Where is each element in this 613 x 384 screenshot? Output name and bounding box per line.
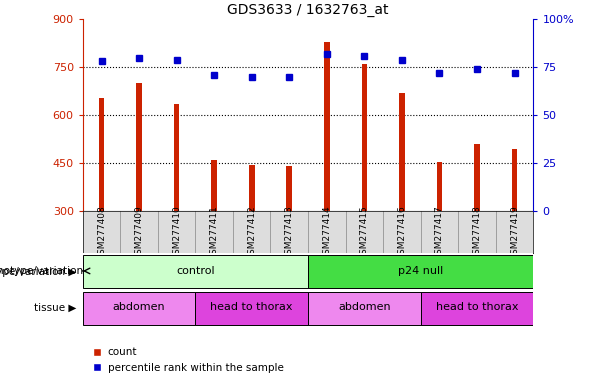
- Bar: [83, 255, 308, 288]
- Text: GSM277409: GSM277409: [135, 205, 143, 260]
- Text: GSM277408: GSM277408: [97, 205, 106, 260]
- Bar: [211, 160, 217, 211]
- Text: genotype/variation ▶: genotype/variation ▶: [0, 266, 77, 277]
- Text: GSM277419: GSM277419: [510, 205, 519, 260]
- Text: GSM277414: GSM277414: [322, 205, 331, 260]
- Bar: [421, 292, 533, 324]
- Bar: [308, 292, 421, 324]
- Text: GSM277411: GSM277411: [210, 205, 219, 260]
- Bar: [474, 144, 480, 211]
- Text: GSM277413: GSM277413: [285, 205, 294, 260]
- Text: GSM277416: GSM277416: [397, 205, 406, 260]
- Text: GSM277410: GSM277410: [172, 205, 181, 260]
- Text: p24 null: p24 null: [398, 266, 443, 276]
- Bar: [174, 104, 180, 211]
- Text: tissue ▶: tissue ▶: [34, 303, 77, 313]
- Bar: [99, 98, 104, 211]
- Bar: [136, 83, 142, 211]
- Bar: [196, 292, 308, 324]
- Legend: count, percentile rank within the sample: count, percentile rank within the sample: [88, 343, 287, 377]
- Title: GDS3633 / 1632763_at: GDS3633 / 1632763_at: [227, 3, 389, 17]
- Bar: [308, 255, 533, 288]
- Bar: [399, 93, 405, 211]
- Text: control: control: [176, 266, 215, 276]
- Bar: [83, 292, 196, 324]
- Text: GSM277418: GSM277418: [473, 205, 481, 260]
- Bar: [249, 165, 254, 211]
- Text: abdomen: abdomen: [338, 303, 390, 313]
- Bar: [324, 41, 330, 211]
- Text: head to thorax: head to thorax: [436, 303, 518, 313]
- Text: GSM277417: GSM277417: [435, 205, 444, 260]
- Text: abdomen: abdomen: [113, 303, 166, 313]
- Text: head to thorax: head to thorax: [210, 303, 293, 313]
- Bar: [362, 64, 367, 211]
- Text: genotype/variation: genotype/variation: [0, 266, 83, 276]
- Bar: [286, 166, 292, 211]
- Bar: [512, 149, 517, 211]
- Bar: [436, 162, 442, 211]
- Text: GSM277412: GSM277412: [247, 205, 256, 260]
- Text: GSM277415: GSM277415: [360, 205, 369, 260]
